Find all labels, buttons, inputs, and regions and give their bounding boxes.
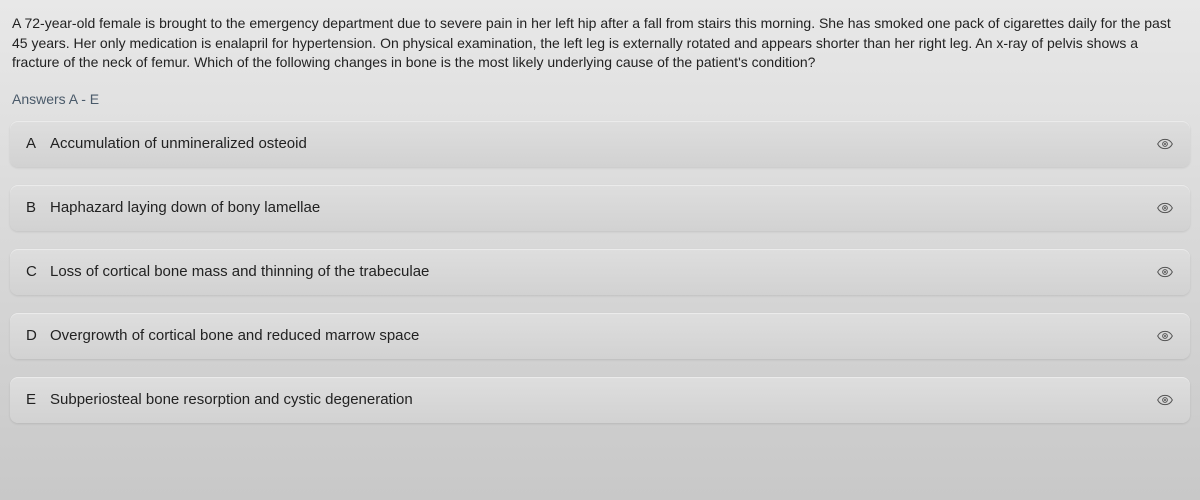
answer-option-b[interactable]: B Haphazard laying down of bony lamellae: [10, 185, 1190, 231]
answer-option-e[interactable]: E Subperiosteal bone resorption and cyst…: [10, 377, 1190, 423]
eye-icon[interactable]: [1156, 391, 1174, 409]
answer-option-a[interactable]: A Accumulation of unmineralized osteoid: [10, 121, 1190, 167]
answer-text: Loss of cortical bone mass and thinning …: [50, 263, 1156, 280]
answer-letter: C: [26, 263, 50, 280]
answer-letter: B: [26, 199, 50, 216]
answer-list: A Accumulation of unmineralized osteoid …: [10, 121, 1190, 423]
answer-letter: A: [26, 135, 50, 152]
answer-text: Subperiosteal bone resorption and cystic…: [50, 391, 1156, 408]
answer-option-c[interactable]: C Loss of cortical bone mass and thinnin…: [10, 249, 1190, 295]
answers-header: Answers A - E: [10, 91, 1190, 107]
eye-icon[interactable]: [1156, 135, 1174, 153]
question-text: A 72-year-old female is brought to the e…: [10, 14, 1190, 73]
answer-option-d[interactable]: D Overgrowth of cortical bone and reduce…: [10, 313, 1190, 359]
answer-letter: E: [26, 391, 50, 408]
answer-text: Haphazard laying down of bony lamellae: [50, 199, 1156, 216]
answer-text: Overgrowth of cortical bone and reduced …: [50, 327, 1156, 344]
answer-text: Accumulation of unmineralized osteoid: [50, 135, 1156, 152]
answer-letter: D: [26, 327, 50, 344]
eye-icon[interactable]: [1156, 327, 1174, 345]
eye-icon[interactable]: [1156, 199, 1174, 217]
eye-icon[interactable]: [1156, 263, 1174, 281]
